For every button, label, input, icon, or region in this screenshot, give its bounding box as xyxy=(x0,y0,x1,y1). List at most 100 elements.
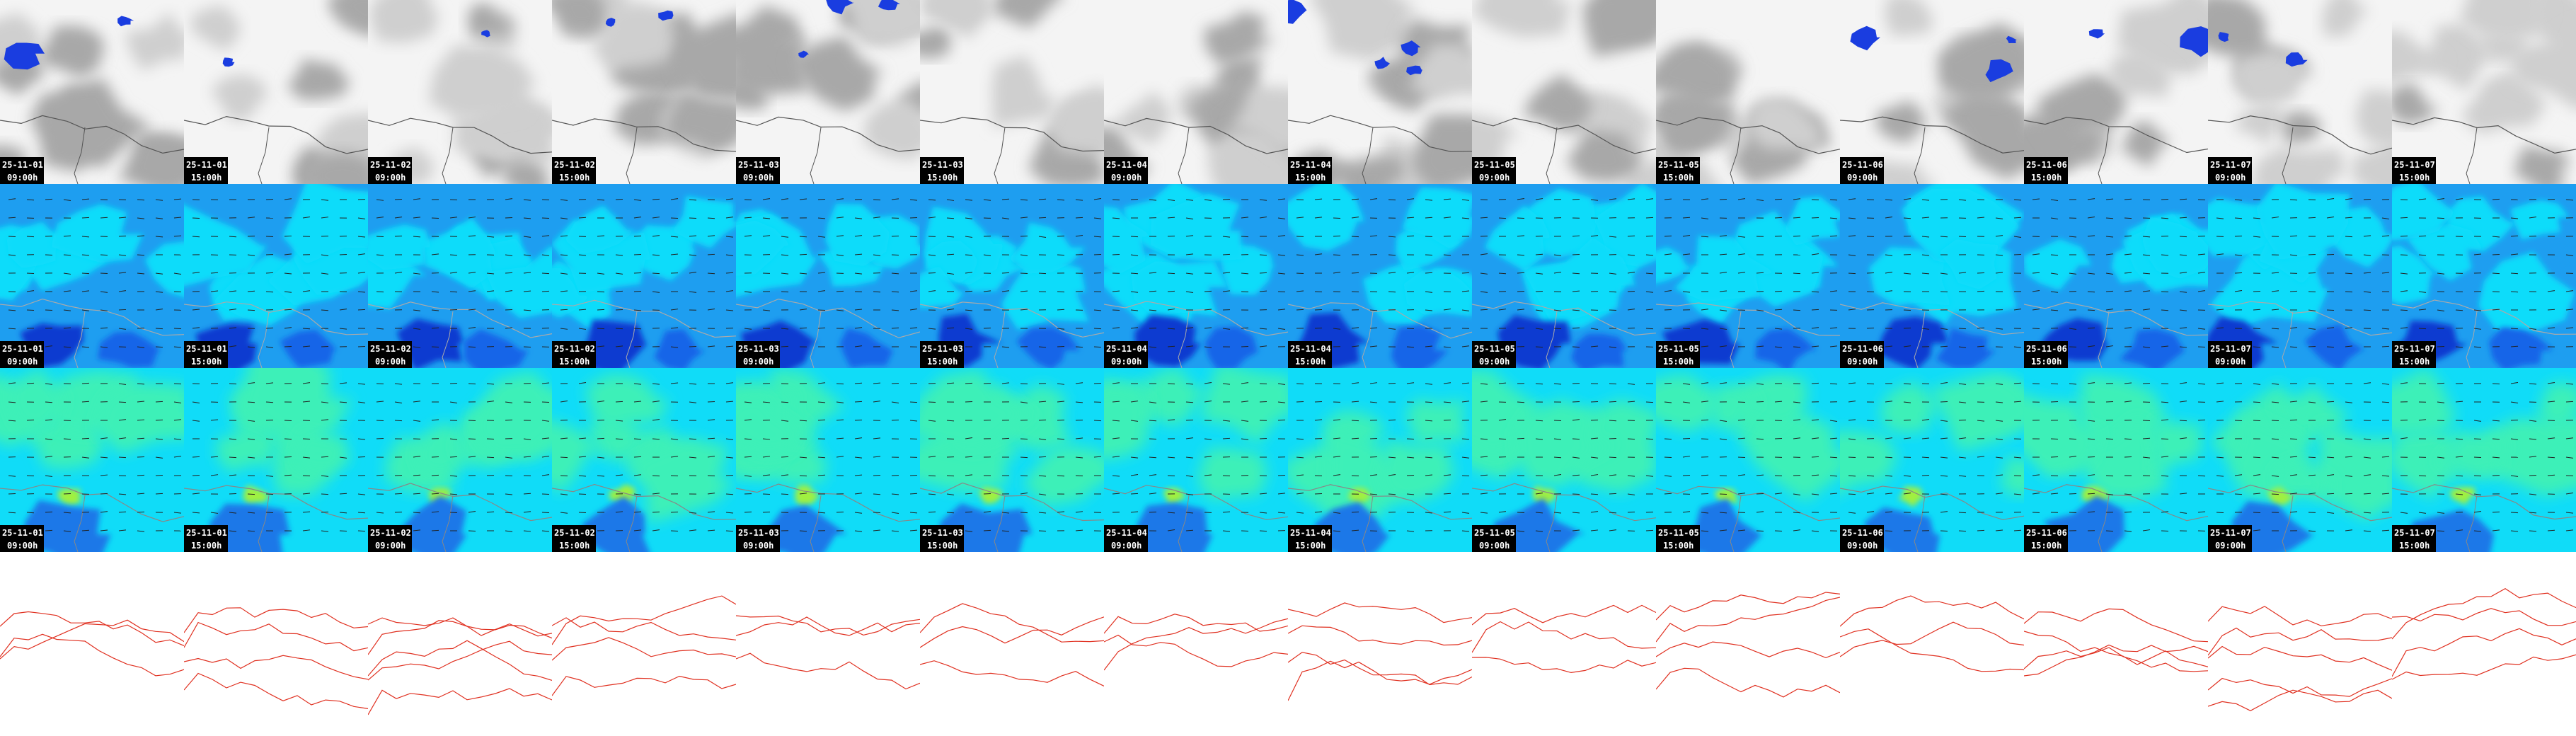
wind-arrow xyxy=(1001,217,1010,219)
wind-arrow xyxy=(1241,420,1249,422)
wind-arrow xyxy=(2105,309,2114,311)
wind-arrow xyxy=(1940,382,1948,384)
wind-arrow xyxy=(2105,345,2114,347)
wind-arrow xyxy=(155,272,163,275)
wind-arrow xyxy=(2400,382,2408,384)
border xyxy=(2282,127,2294,184)
contour xyxy=(1840,628,2024,672)
wind-arrow xyxy=(1866,493,1875,495)
wind-arrow xyxy=(247,456,255,459)
label-time: 09:00h xyxy=(2215,357,2246,367)
field-high xyxy=(2208,197,2270,256)
wind-arrow xyxy=(1425,217,1433,219)
wind-arrow xyxy=(2069,272,2077,275)
contour xyxy=(1472,604,1656,626)
border xyxy=(442,311,454,368)
background xyxy=(1656,552,1840,736)
wind-arrow xyxy=(339,512,347,514)
wind-arrow xyxy=(1259,512,1267,514)
contour xyxy=(1104,618,1288,671)
wind-arrow xyxy=(2013,493,2022,495)
wind-arrow xyxy=(2253,236,2261,238)
label-date: 25-11-03 xyxy=(738,160,779,170)
wind-arrow xyxy=(2179,236,2187,238)
wind-arrow xyxy=(265,401,274,403)
wind-arrow xyxy=(2565,529,2574,531)
label-date: 25-11-06 xyxy=(2026,528,2067,538)
cloud xyxy=(1328,156,1405,184)
wind-arrow xyxy=(1388,236,1396,238)
wind-arrow xyxy=(1443,382,1451,384)
label-date: 25-11-04 xyxy=(1290,344,1331,354)
wind-arrow xyxy=(2363,456,2371,459)
label-time: 09:00h xyxy=(7,541,38,551)
wind-arrow xyxy=(2345,529,2353,531)
wind-arrow xyxy=(725,290,734,292)
wind-arrow xyxy=(2161,217,2169,219)
cloud xyxy=(287,58,352,100)
wind-arrow xyxy=(2289,493,2298,495)
wind-arrow xyxy=(1793,198,1801,200)
coastline xyxy=(1104,301,1288,336)
border xyxy=(74,311,86,368)
wind-arrow xyxy=(45,309,53,311)
wind-arrow xyxy=(2326,217,2335,219)
cloud xyxy=(1522,74,1594,130)
wind-arrow xyxy=(1829,437,1838,439)
wind-arrow xyxy=(1333,512,1341,514)
field-high xyxy=(2024,238,2092,291)
wind-arrow xyxy=(357,345,366,347)
wind-arrow xyxy=(615,345,623,347)
field-high xyxy=(51,204,144,263)
wind-arrow xyxy=(1277,217,1286,219)
wind-arrow xyxy=(449,401,458,403)
wind-arrow xyxy=(2437,345,2445,347)
wind-arrow xyxy=(965,437,973,439)
wind-arrow xyxy=(1719,290,1727,292)
wind-arrow xyxy=(1185,529,1194,531)
wind-arrow xyxy=(1222,437,1231,439)
wind-arrow xyxy=(1130,474,1139,476)
label-date: 25-11-05 xyxy=(1658,160,1699,170)
field-high xyxy=(1880,381,1943,434)
label-date: 25-11-02 xyxy=(370,344,411,354)
wind-arrow xyxy=(1461,382,1470,384)
field-mid xyxy=(1016,326,1080,368)
wind-arrow xyxy=(1020,456,1028,459)
wind-arrow xyxy=(173,456,182,458)
label-bg xyxy=(552,525,596,552)
wind-arrow xyxy=(1296,290,1304,292)
cloud xyxy=(1937,23,2024,101)
wind-arrow xyxy=(1222,253,1231,255)
wind-arrow xyxy=(1903,272,1911,275)
wind-arrow xyxy=(1627,272,1635,274)
label-date: 25-11-01 xyxy=(186,344,227,354)
wind-arrow xyxy=(652,272,660,275)
wind-arrow xyxy=(633,493,642,495)
wind-arrow xyxy=(1314,253,1323,255)
wind-arrow xyxy=(2529,474,2537,476)
cloud xyxy=(736,72,768,110)
wind-arrow xyxy=(1020,493,1028,495)
field-high xyxy=(421,217,498,289)
wind-arrow xyxy=(2179,437,2187,439)
wind-arrow xyxy=(1443,198,1451,200)
border xyxy=(2466,311,2478,368)
field-mid xyxy=(2304,324,2366,368)
wind-arrow xyxy=(1020,290,1028,292)
label-date: 25-11-07 xyxy=(2394,528,2435,538)
wind-arrow xyxy=(1149,309,1157,311)
wind-arrow xyxy=(2197,328,2206,330)
coastline xyxy=(552,118,736,152)
wind-arrow xyxy=(1406,217,1415,219)
wind-arrow xyxy=(725,382,734,384)
wind-arrow xyxy=(1296,474,1304,476)
label-time: 15:00h xyxy=(559,357,590,367)
wind-arrow xyxy=(100,456,108,459)
wind-arrow xyxy=(413,474,421,476)
